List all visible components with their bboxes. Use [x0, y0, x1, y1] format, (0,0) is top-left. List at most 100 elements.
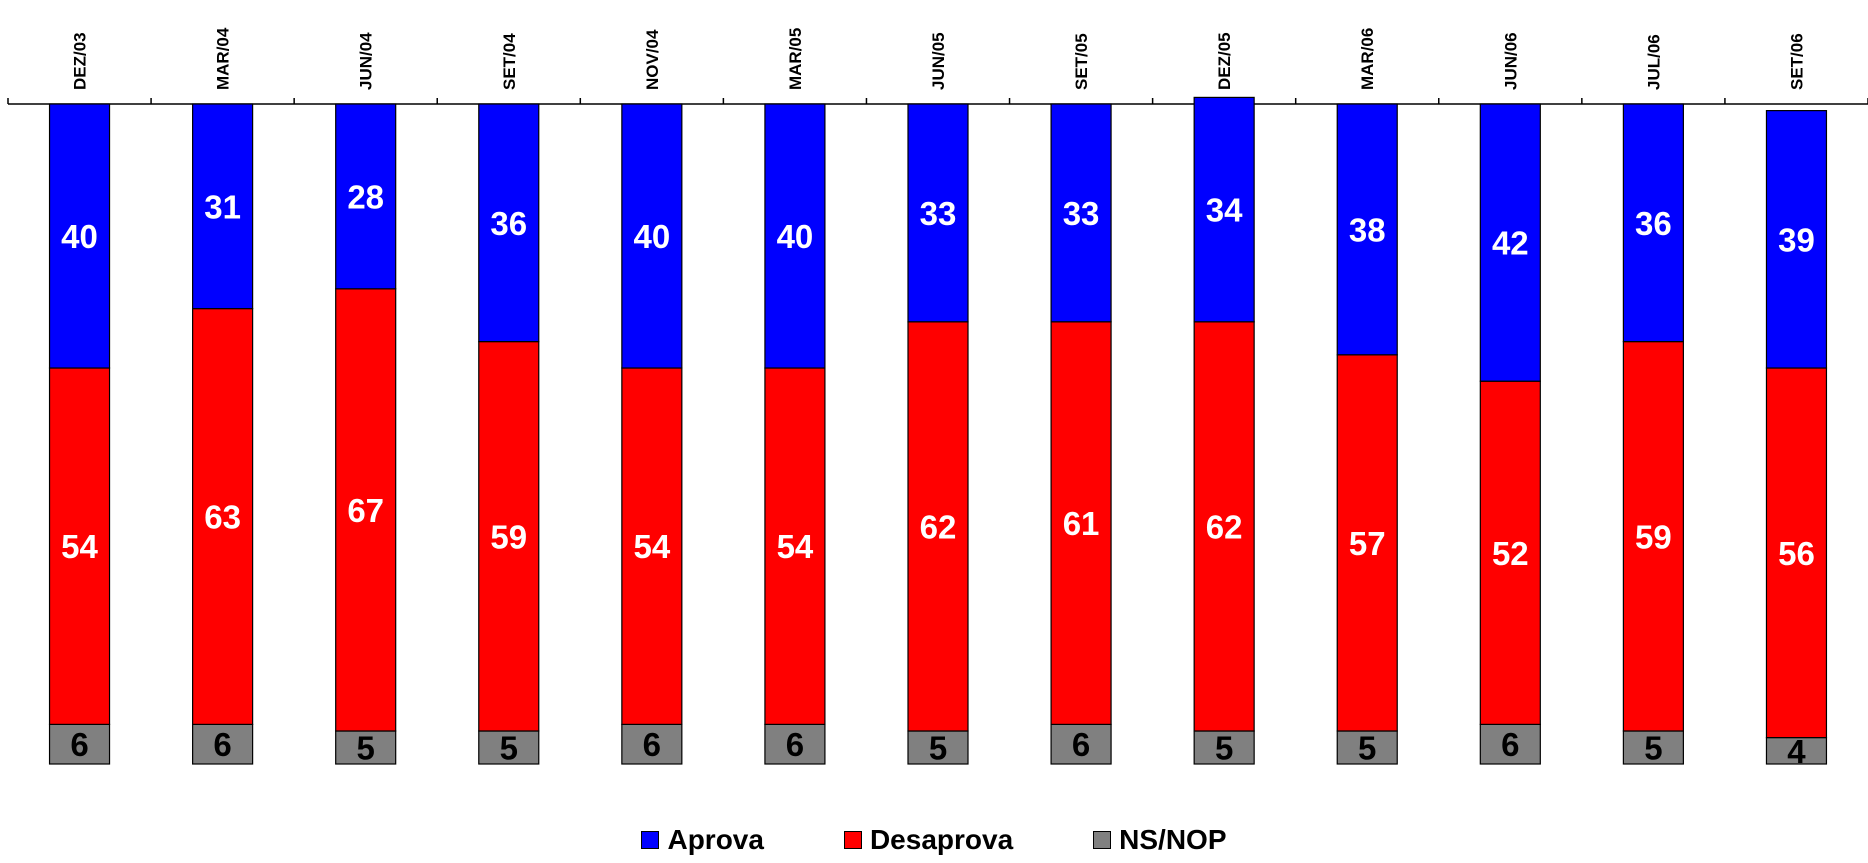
bar-ns-nop-mar-05 — [764, 723, 826, 765]
value-label-desaprova-set-06: 56 — [1778, 535, 1815, 572]
value-label-desaprova-set-04: 59 — [490, 518, 527, 555]
legend-swatch-desaprova — [843, 831, 862, 849]
bar-desaprova-jul-06 — [1622, 341, 1684, 732]
bar-ns-nop-mar-04 — [192, 723, 254, 765]
bar-desaprova-jun-04 — [335, 288, 397, 732]
legend-item-ns-nop: NS/NOP — [1093, 824, 1227, 856]
value-label-aprova-jul-06: 36 — [1635, 205, 1672, 242]
value-label-desaprova-mar-05: 54 — [777, 528, 814, 565]
value-label-ns-nop-mar-06: 5 — [1358, 730, 1376, 767]
value-label-ns-nop-dez-05: 5 — [1215, 730, 1233, 767]
category-label-set-04: SET/04 — [500, 33, 519, 90]
legend-swatch-ns-nop — [1093, 831, 1112, 849]
value-label-aprova-set-06: 39 — [1778, 221, 1815, 258]
bar-aprova-set-04 — [478, 103, 540, 343]
bar-ns-nop-set-06 — [1765, 736, 1828, 765]
value-label-desaprova-jun-06: 52 — [1492, 535, 1529, 572]
category-label-nov-04: NOV/04 — [643, 29, 662, 90]
stacked-bar-chart: DEZ/03 MAR/04 JUN/04 SET/04 NOV/04 MAR/05 JUN/… — [7, 27, 1868, 770]
bar-aprova-jul-06 — [1622, 103, 1684, 343]
bar-desaprova-mar-06 — [1336, 354, 1398, 732]
value-label-desaprova-dez-03: 54 — [61, 528, 98, 565]
bar-ns-nop-jun-04 — [335, 730, 397, 765]
category-label-mar-04: MAR/04 — [214, 27, 233, 90]
value-label-aprova-set-05: 33 — [1063, 195, 1100, 232]
bar-ns-nop-set-04 — [478, 730, 540, 765]
bar-ns-nop-mar-06 — [1336, 730, 1398, 765]
value-label-ns-nop-nov-04: 6 — [643, 726, 661, 763]
value-label-ns-nop-set-05: 6 — [1072, 726, 1090, 763]
bar-ns-nop-dez-03 — [48, 723, 111, 765]
legend-label-aprova: Aprova — [667, 824, 764, 855]
value-label-aprova-jun-05: 33 — [920, 195, 957, 232]
legend-label-desaprova: Desaprova — [869, 824, 1014, 855]
value-label-ns-nop-dez-03: 6 — [70, 726, 88, 763]
bar-ns-nop-jun-05 — [907, 730, 969, 765]
bar-aprova-mar-05 — [764, 103, 826, 369]
value-label-desaprova-dez-05: 62 — [1206, 508, 1243, 545]
value-label-ns-nop-mar-04: 6 — [213, 726, 231, 763]
legend-swatch-aprova — [641, 831, 660, 849]
value-label-desaprova-mar-06: 57 — [1349, 525, 1386, 562]
bar-ns-nop-dez-05 — [1193, 730, 1255, 765]
value-label-ns-nop-set-04: 5 — [500, 730, 518, 767]
legend-item-aprova: Aprova — [641, 824, 764, 856]
bar-desaprova-mar-05 — [764, 367, 826, 725]
value-label-desaprova-nov-04: 54 — [633, 528, 670, 565]
value-label-desaprova-mar-04: 63 — [204, 499, 241, 536]
bar-aprova-jun-05 — [907, 103, 969, 323]
legend: Aprova Desaprova NS/NOP — [0, 820, 1868, 860]
bars — [48, 96, 1828, 765]
bar-desaprova-set-04 — [478, 341, 540, 732]
bar-desaprova-set-06 — [1765, 367, 1828, 739]
bar-desaprova-set-05 — [1050, 321, 1112, 725]
value-label-desaprova-jul-06: 59 — [1635, 518, 1672, 555]
category-label-mar-06: MAR/06 — [1358, 28, 1377, 90]
category-label-mar-05: MAR/05 — [786, 28, 805, 90]
category-axis: DEZ/03 MAR/04 JUN/04 SET/04 NOV/04 MAR/05 JUN/… — [7, 27, 1868, 105]
bar-aprova-mar-06 — [1336, 103, 1398, 356]
bar-aprova-jun-04 — [335, 103, 397, 290]
bar-desaprova-jun-05 — [907, 321, 969, 732]
bar-desaprova-jun-06 — [1479, 380, 1541, 726]
value-label-ns-nop-mar-05: 6 — [786, 726, 804, 763]
value-label-ns-nop-jul-06: 5 — [1644, 730, 1662, 767]
category-label-dez-05: DEZ/05 — [1215, 32, 1234, 90]
bar-aprova-nov-04 — [621, 103, 683, 369]
value-label-aprova-mar-05: 40 — [777, 218, 814, 255]
bar-desaprova-nov-04 — [621, 367, 683, 725]
bar-aprova-mar-04 — [192, 103, 254, 310]
bar-aprova-dez-03 — [48, 103, 111, 369]
legend-item-desaprova: Desaprova — [843, 824, 1014, 856]
bar-desaprova-mar-04 — [192, 308, 254, 725]
value-label-aprova-mar-04: 31 — [204, 188, 241, 225]
category-label-jun-04: JUN/04 — [357, 32, 376, 90]
bar-aprova-jun-06 — [1479, 103, 1541, 382]
value-label-ns-nop-set-06: 4 — [1787, 733, 1806, 770]
bar-aprova-set-06 — [1765, 109, 1828, 369]
value-label-aprova-jun-06: 42 — [1492, 225, 1529, 262]
value-label-desaprova-set-05: 61 — [1063, 505, 1100, 542]
value-label-desaprova-jun-04: 67 — [347, 492, 384, 529]
bar-ns-nop-nov-04 — [621, 723, 683, 765]
value-label-aprova-mar-06: 38 — [1349, 211, 1386, 248]
legend-label-ns-nop: NS/NOP — [1119, 824, 1227, 855]
value-label-ns-nop-jun-04: 5 — [357, 730, 375, 767]
value-label-desaprova-jun-05: 62 — [920, 508, 957, 545]
bar-desaprova-dez-03 — [48, 367, 111, 725]
bar-aprova-set-05 — [1050, 103, 1112, 323]
category-label-jun-05: JUN/05 — [929, 32, 948, 90]
value-label-aprova-set-04: 36 — [490, 205, 527, 242]
value-label-aprova-nov-04: 40 — [633, 218, 670, 255]
category-label-jun-06: JUN/06 — [1501, 32, 1520, 90]
bar-desaprova-dez-05 — [1193, 321, 1255, 732]
category-label-dez-03: DEZ/03 — [71, 32, 90, 90]
value-label-aprova-jun-04: 28 — [347, 178, 384, 215]
bar-aprova-dez-05 — [1193, 96, 1255, 323]
category-label-set-05: SET/05 — [1072, 33, 1091, 90]
value-label-aprova-dez-03: 40 — [61, 218, 98, 255]
category-label-jul-06: JUL/06 — [1644, 34, 1663, 90]
category-label-set-06: SET/06 — [1787, 33, 1806, 90]
value-label-ns-nop-jun-05: 5 — [929, 730, 947, 767]
value-label-aprova-dez-05: 34 — [1206, 192, 1243, 229]
